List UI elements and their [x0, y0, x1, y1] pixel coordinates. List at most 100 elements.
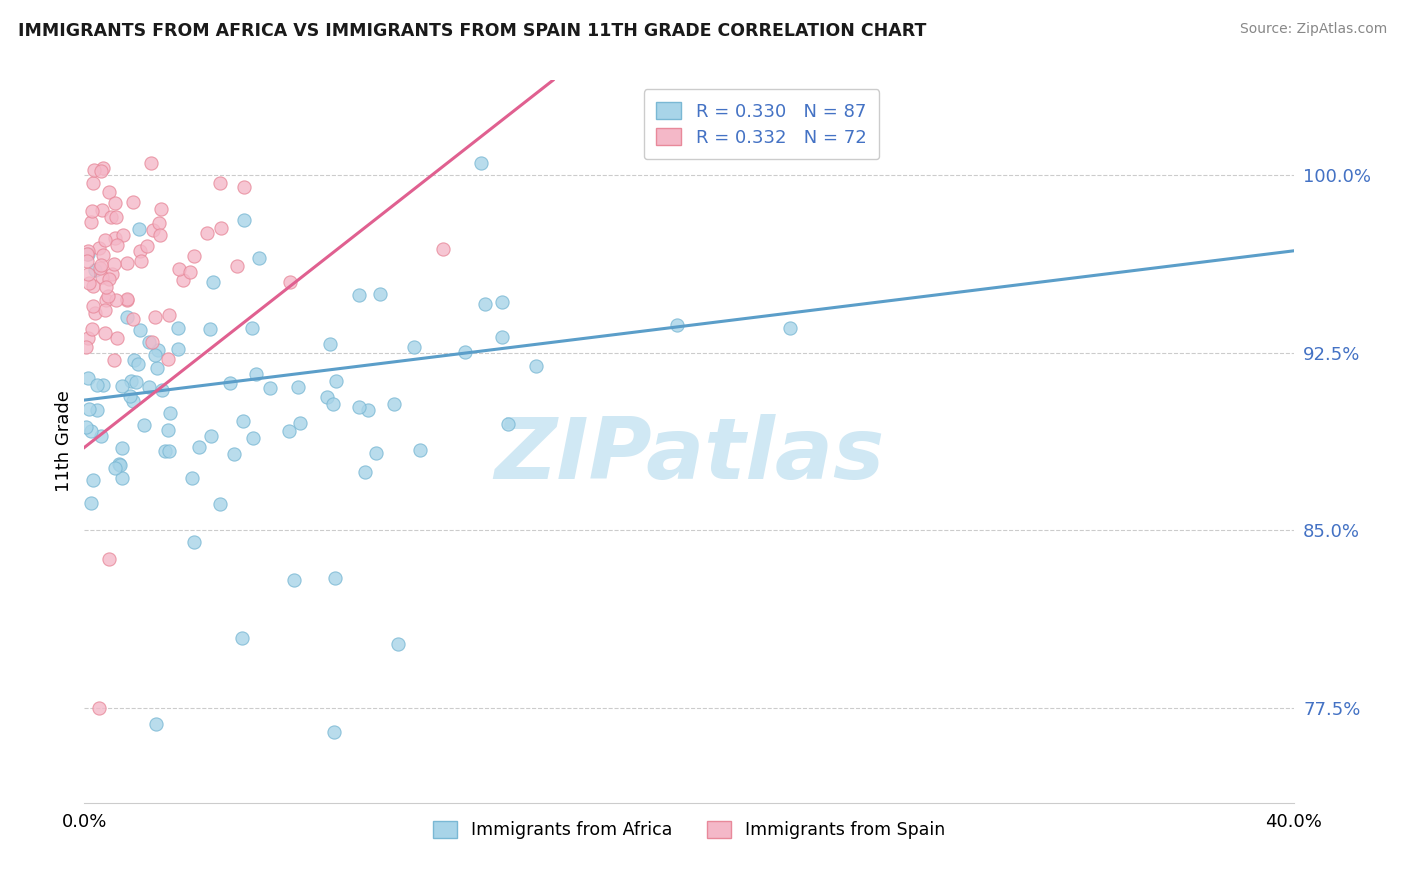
Point: [98, 185, 121, 199]
Point: [491, 330, 513, 344]
Point: [115, 310, 138, 324]
Point: [79, 215, 101, 229]
Point: [108, 458, 131, 473]
Point: [218, 376, 240, 391]
Point: [242, 431, 264, 445]
Point: [470, 156, 492, 170]
Point: [145, 717, 167, 731]
Point: [200, 322, 222, 336]
Point: [181, 471, 204, 485]
Point: [409, 442, 432, 457]
Point: [82, 279, 104, 293]
Point: [94, 233, 117, 247]
Point: [100, 210, 122, 224]
Point: [156, 351, 179, 366]
Point: [287, 380, 309, 394]
Point: [79, 401, 101, 416]
Point: [94, 293, 117, 307]
Point: [83, 163, 105, 178]
Point: [233, 212, 256, 227]
Point: [183, 249, 205, 263]
Point: [121, 195, 143, 210]
Point: [93, 326, 115, 340]
Point: [82, 176, 104, 190]
Legend: Immigrants from Africa, Immigrants from Spain: Immigrants from Africa, Immigrants from …: [426, 814, 952, 847]
Point: [76, 244, 98, 259]
Point: [82, 473, 104, 487]
Point: [122, 393, 145, 408]
Point: [404, 340, 426, 354]
Point: [89, 261, 111, 276]
Point: [364, 445, 387, 459]
Point: [491, 294, 513, 309]
Point: [97, 289, 120, 303]
Point: [94, 280, 117, 294]
Point: [93, 302, 115, 317]
Point: [103, 353, 125, 368]
Point: [76, 247, 98, 261]
Point: [129, 323, 152, 337]
Point: [315, 390, 337, 404]
Point: [318, 337, 340, 351]
Point: [139, 156, 162, 170]
Point: [209, 497, 232, 511]
Point: [277, 424, 299, 438]
Point: [247, 252, 270, 266]
Point: [145, 310, 167, 324]
Point: [325, 571, 347, 585]
Point: [111, 442, 134, 456]
Point: [166, 321, 188, 335]
Point: [187, 440, 209, 454]
Point: [290, 416, 312, 430]
Point: [325, 374, 347, 388]
Point: [245, 368, 267, 382]
Point: [136, 239, 159, 253]
Point: [224, 446, 246, 460]
Point: [231, 631, 253, 645]
Point: [105, 238, 128, 252]
Point: [157, 444, 180, 458]
Point: [157, 308, 180, 322]
Point: [240, 321, 263, 335]
Point: [77, 331, 100, 345]
Point: [75, 341, 97, 355]
Point: [226, 259, 249, 273]
Point: [79, 496, 101, 510]
Point: [278, 275, 301, 289]
Point: [347, 288, 370, 302]
Point: [127, 357, 149, 371]
Point: [120, 375, 142, 389]
Point: [110, 379, 132, 393]
Point: [80, 204, 103, 219]
Point: [101, 267, 124, 281]
Point: [149, 227, 172, 242]
Point: [90, 258, 112, 272]
Point: [134, 418, 156, 433]
Point: [322, 725, 344, 739]
Point: [432, 243, 454, 257]
Point: [200, 428, 222, 442]
Point: [76, 253, 98, 268]
Point: [166, 342, 188, 356]
Point: [82, 322, 104, 336]
Point: [142, 223, 165, 237]
Point: [150, 384, 173, 398]
Point: [91, 248, 114, 262]
Point: [474, 297, 496, 311]
Point: [138, 335, 160, 350]
Point: [779, 320, 801, 334]
Point: [98, 272, 121, 286]
Point: [111, 228, 134, 243]
Point: [202, 275, 225, 289]
Point: [354, 465, 377, 479]
Point: [143, 348, 166, 362]
Point: [157, 423, 180, 437]
Point: [104, 461, 127, 475]
Point: [665, 318, 688, 333]
Point: [209, 221, 232, 235]
Point: [259, 381, 281, 395]
Y-axis label: 11th Grade: 11th Grade: [55, 391, 73, 492]
Point: [195, 227, 218, 241]
Point: [148, 216, 170, 230]
Point: [97, 551, 120, 566]
